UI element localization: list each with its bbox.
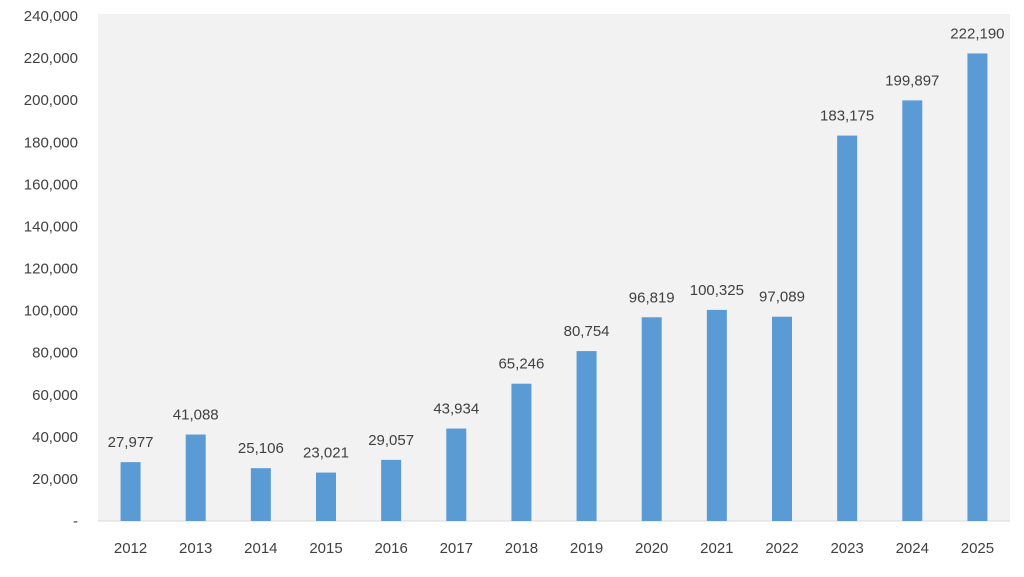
bar <box>837 135 858 521</box>
x-tick-label: 2018 <box>505 540 538 557</box>
bar <box>185 434 206 521</box>
data-label: 96,819 <box>629 289 675 306</box>
y-tick-label: 20,000 <box>32 471 78 488</box>
bar <box>511 383 532 521</box>
data-label: 183,175 <box>820 108 874 125</box>
data-label: 23,021 <box>303 445 349 462</box>
x-tick-label: 2025 <box>961 540 994 557</box>
bar <box>381 459 402 521</box>
data-label: 65,246 <box>498 356 544 373</box>
data-label: 222,190 <box>950 25 1004 42</box>
plot-area <box>98 14 1010 521</box>
x-tick-label: 2021 <box>700 540 733 557</box>
x-tick-label: 2019 <box>570 540 603 557</box>
data-label: 43,934 <box>433 401 479 418</box>
x-tick-label: 2020 <box>635 540 668 557</box>
x-tick-label: 2015 <box>309 540 342 557</box>
bar <box>772 316 792 521</box>
y-tick-label: 100,000 <box>24 303 78 320</box>
data-label: 25,106 <box>238 440 284 457</box>
bar <box>706 309 727 521</box>
data-label: 27,977 <box>108 434 154 451</box>
y-tick-label: 200,000 <box>24 92 78 109</box>
data-label: 80,754 <box>564 323 610 340</box>
y-tick-label: 240,000 <box>24 8 78 25</box>
x-tick-label: 2012 <box>114 540 147 557</box>
data-labels: 27,977 41,088 25,106 23,021 29,057 43,934 65,2… <box>108 25 1005 461</box>
x-tick-label: 2014 <box>244 540 277 557</box>
bar <box>446 428 467 521</box>
data-label: 41,088 <box>173 407 219 424</box>
bar <box>316 472 336 521</box>
x-tick-label: 2013 <box>179 540 212 557</box>
y-tick-label: 140,000 <box>24 218 78 235</box>
data-label: 29,057 <box>368 432 414 449</box>
x-axis-ticks: 2012 2013 2014 2015 2016 2017 2018 2019 2020 2021… <box>114 540 994 557</box>
y-tick-label: 120,000 <box>24 261 78 278</box>
bar <box>120 462 141 521</box>
y-tick-label: 80,000 <box>32 345 78 362</box>
x-tick-label: 2017 <box>440 540 473 557</box>
y-axis-ticks: - 20,000 40,000 60,000 80,000 100,000 120,000 1… <box>24 8 78 530</box>
bar <box>641 317 662 521</box>
x-tick-label: 2024 <box>896 540 929 557</box>
y-tick-label: 220,000 <box>24 50 78 67</box>
y-tick-label: 160,000 <box>24 176 78 193</box>
bars <box>120 53 988 521</box>
data-label: 100,325 <box>690 282 744 299</box>
y-tick-label: - <box>73 513 78 530</box>
y-tick-label: 60,000 <box>32 387 78 404</box>
x-tick-label: 2023 <box>830 540 863 557</box>
bar <box>250 468 271 521</box>
bar <box>576 351 597 521</box>
y-tick-label: 40,000 <box>32 429 78 446</box>
bar <box>902 100 923 521</box>
bar <box>967 53 988 521</box>
data-label: 97,089 <box>759 289 805 306</box>
data-label: 199,897 <box>885 72 939 89</box>
x-tick-label: 2022 <box>765 540 798 557</box>
x-tick-label: 2016 <box>374 540 407 557</box>
y-tick-label: 180,000 <box>24 134 78 151</box>
